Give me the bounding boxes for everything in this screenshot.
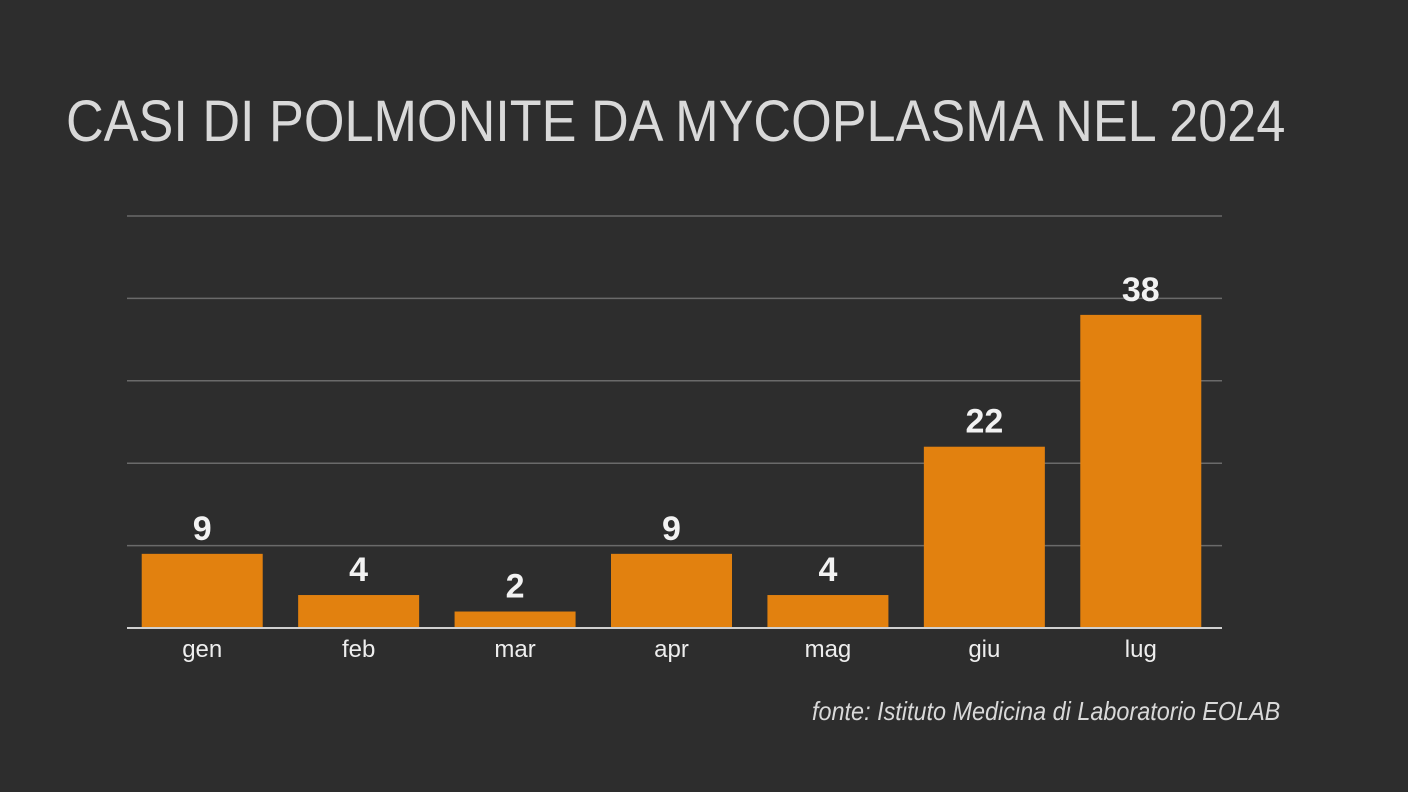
grid-layer [127, 215, 1222, 547]
bar-mar [454, 611, 576, 628]
tick-label-mag: mag [805, 636, 852, 663]
bar-lug [1080, 314, 1202, 628]
data-label-gen: 9 [193, 510, 212, 548]
bar-gen [141, 553, 263, 628]
data-label-feb: 4 [349, 551, 368, 589]
tick-label-gen: gen [182, 636, 222, 663]
bar-mag [767, 595, 889, 628]
data-label-mag: 4 [818, 551, 837, 589]
tick-label-mar: mar [494, 636, 535, 663]
data-label-apr: 9 [662, 510, 681, 548]
tick-label-lug: lug [1125, 636, 1157, 663]
data-label-lug: 38 [1122, 271, 1160, 309]
tick-label-apr: apr [654, 636, 689, 663]
bar-apr [611, 553, 732, 628]
page-title: CASI DI POLMONITE DA MYCOPLASMA NEL 2024 [66, 89, 1286, 154]
label-layer: 9 gen 4 feb 2 mar 9 apr 4 mag 22 giu 38 lug [182, 271, 1160, 663]
bar-layer [141, 314, 1202, 628]
data-label-giu: 22 [965, 403, 1003, 441]
tick-label-feb: feb [342, 636, 375, 663]
bar-giu [923, 446, 1045, 628]
bar-feb [298, 595, 420, 628]
tick-label-giu: giu [968, 636, 1000, 663]
source-note: fonte: Istituto Medicina di Laboratorio … [811, 696, 1280, 726]
data-label-mar: 2 [506, 568, 525, 606]
